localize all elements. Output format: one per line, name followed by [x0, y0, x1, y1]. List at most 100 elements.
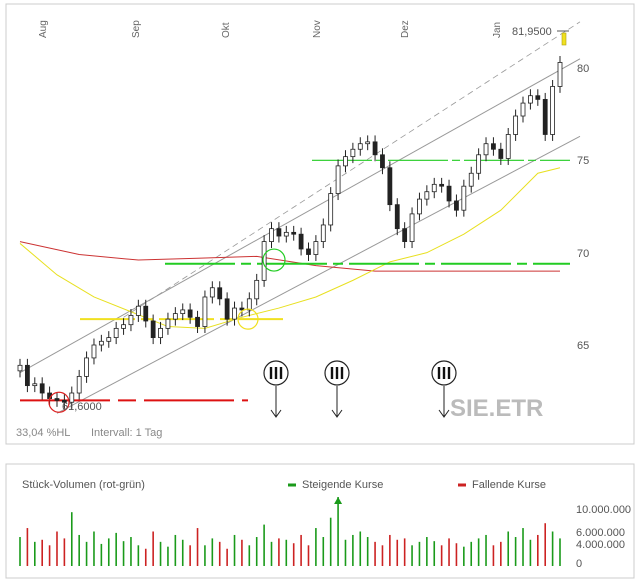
volume-axis-labels: 10.000.000 6.000.000 4.000.000 0	[576, 504, 631, 570]
last-price-label: 81,9500	[512, 26, 552, 38]
candle-body	[491, 143, 496, 150]
candle-body	[106, 337, 112, 342]
candle-body	[520, 102, 526, 117]
candle-body	[409, 213, 415, 242]
candle-body	[505, 134, 511, 159]
candle-body	[158, 327, 163, 339]
candle-body	[498, 148, 504, 159]
candle-body	[513, 115, 519, 135]
candle-body	[202, 296, 208, 327]
candle-body	[209, 287, 215, 298]
candle-body	[372, 141, 378, 156]
channel-line-upper	[123, 21, 581, 318]
signal-arrow-head	[270, 409, 282, 418]
candle-body	[550, 86, 556, 135]
month-label: Aug	[38, 20, 49, 38]
volume-bars	[19, 497, 561, 566]
candle-body	[269, 228, 274, 242]
candle-body	[387, 167, 393, 206]
candle-body	[306, 248, 311, 255]
volume-tick-label: 4.000.000	[576, 539, 625, 551]
legend-rising-label: Steigende Kurse	[302, 479, 383, 491]
channel-line-lower	[56, 135, 581, 414]
candle-body	[121, 324, 126, 329]
candle-body	[143, 305, 149, 322]
candle-body	[557, 62, 563, 87]
candle-body	[357, 143, 363, 150]
candle-body	[224, 298, 230, 320]
candle-body	[187, 309, 193, 318]
trend-channel	[19, 21, 581, 414]
moving-average-long	[19, 241, 560, 272]
volume-panel-frame	[5, 463, 635, 579]
candle-body	[483, 143, 489, 156]
candle-body	[424, 191, 430, 200]
volume-title: Stück-Volumen (rot-grün)	[22, 479, 145, 491]
month-label: Okt	[221, 22, 232, 38]
moving-average-short	[19, 167, 561, 329]
candle-body	[61, 399, 67, 403]
candle-body	[402, 228, 408, 242]
candle-body	[165, 318, 171, 329]
last-price-candle	[561, 32, 567, 46]
candle-body	[32, 383, 38, 387]
candle-body	[261, 241, 267, 281]
signal-arrow-head	[331, 409, 343, 418]
candle-body	[417, 198, 422, 215]
candle-body	[476, 154, 482, 174]
candle-body	[298, 233, 304, 250]
candle-body	[313, 241, 319, 255]
candle-body	[439, 183, 445, 187]
candle-body	[320, 224, 326, 242]
range-percent-label: 33,04 %HL	[16, 427, 70, 439]
candle-body	[365, 141, 371, 145]
y-tick-label: 65	[577, 340, 589, 352]
signal-arrow-head	[438, 409, 450, 418]
candle-body	[217, 287, 223, 300]
candle-body	[528, 95, 533, 104]
y-tick-label: 70	[577, 248, 589, 260]
candle-body	[113, 327, 119, 339]
candle-body	[454, 200, 459, 211]
candle-body	[461, 185, 467, 211]
y-tick-label: 75	[577, 155, 589, 167]
month-label: Jan	[492, 22, 503, 38]
legend-falling-label: Fallende Kurse	[472, 479, 546, 491]
moving-averages	[19, 167, 561, 329]
candle-body	[276, 228, 282, 237]
candle-body	[380, 154, 385, 169]
candle-body	[535, 95, 541, 100]
candle-body	[98, 340, 104, 346]
candle-body	[91, 344, 97, 359]
candle-body	[54, 398, 60, 401]
month-label: Nov	[312, 20, 323, 38]
main-panel-frame	[5, 3, 635, 445]
candle-body	[431, 183, 437, 193]
signal-markers	[48, 248, 457, 418]
candle-body	[17, 364, 23, 372]
candle-body	[172, 313, 178, 320]
candle-body	[239, 307, 245, 311]
candle-body	[350, 148, 356, 158]
candle-body	[291, 231, 297, 235]
candle-body	[39, 383, 45, 394]
candle-body	[76, 375, 82, 394]
candle-body	[343, 156, 348, 167]
candle-body	[84, 357, 89, 377]
month-label: Dez	[400, 20, 411, 38]
low-marker-circle	[48, 391, 70, 413]
candle-body	[542, 98, 548, 135]
volume-tick-label: 0	[576, 558, 582, 570]
yellow-signal-circle	[237, 308, 259, 330]
symbol-watermark: SIE.ETR	[450, 395, 543, 422]
volume-tick-label: 10.000.000	[576, 504, 631, 516]
y-tick-label: 80	[577, 63, 589, 75]
candle-body	[394, 204, 400, 230]
candle-body	[195, 316, 200, 327]
low-price-label: 61,6000	[62, 401, 102, 413]
candle-body	[283, 231, 289, 237]
candle-body	[180, 309, 186, 315]
green-signal-circle	[262, 248, 286, 272]
candle-body	[69, 392, 75, 403]
